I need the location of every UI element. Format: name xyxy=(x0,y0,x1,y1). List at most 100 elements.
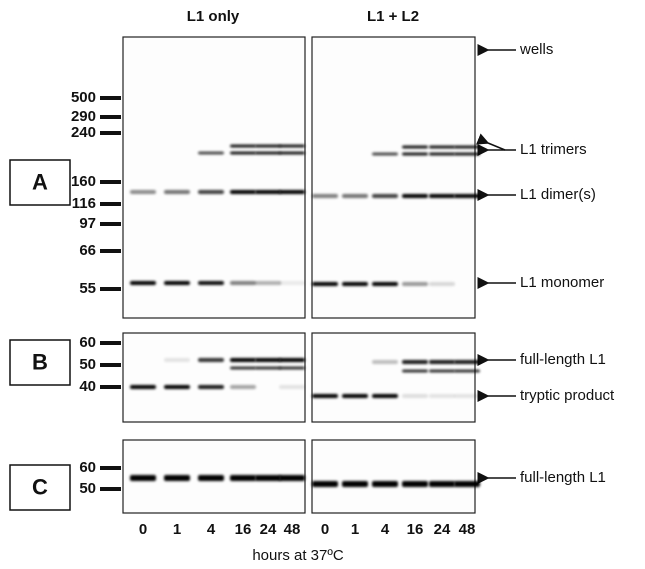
lane-label: 1 xyxy=(351,521,359,538)
band xyxy=(164,190,190,194)
lane-label: 0 xyxy=(139,521,147,538)
band xyxy=(454,369,480,373)
band xyxy=(130,475,156,481)
lane-label: 24 xyxy=(434,521,451,538)
annotation: tryptic product xyxy=(520,387,615,404)
marker-label: 40 xyxy=(79,378,96,395)
band xyxy=(279,358,305,362)
panel-label-box xyxy=(9,159,71,206)
band xyxy=(429,360,455,364)
annotation: L1 trimers xyxy=(520,141,587,158)
annotation: L1 dimer(s) xyxy=(520,186,596,203)
lane-label: 4 xyxy=(207,521,216,538)
band xyxy=(198,358,224,362)
band xyxy=(164,475,190,481)
band xyxy=(372,394,398,398)
lane-label: 48 xyxy=(459,521,476,538)
band xyxy=(429,194,455,198)
marker-label: 116 xyxy=(72,195,96,212)
band xyxy=(230,358,256,362)
band xyxy=(279,366,305,370)
band xyxy=(342,394,368,398)
band xyxy=(230,151,256,155)
band xyxy=(230,190,256,194)
band xyxy=(372,282,398,286)
marker-label: 500 xyxy=(71,89,96,106)
band xyxy=(230,281,256,285)
annotation: wells xyxy=(519,41,553,58)
marker-label: 60 xyxy=(79,459,96,476)
annotation: full-length L1 xyxy=(520,469,606,486)
band xyxy=(198,475,224,481)
x-label: hours at 37ºC xyxy=(252,547,344,564)
band xyxy=(454,394,480,398)
gel-b-right xyxy=(311,332,476,423)
band xyxy=(230,144,256,148)
band xyxy=(164,358,190,362)
band xyxy=(312,481,338,487)
panel-label: C xyxy=(32,474,48,499)
band xyxy=(255,358,281,362)
band xyxy=(279,190,305,194)
band xyxy=(402,152,428,156)
annotation: L1 monomer xyxy=(520,274,604,291)
lane-label: 24 xyxy=(260,521,277,538)
band xyxy=(230,385,256,389)
gel-b-left xyxy=(122,332,306,423)
band xyxy=(402,282,428,286)
band xyxy=(279,151,305,155)
band xyxy=(372,194,398,198)
band xyxy=(312,282,338,286)
marker-label: 55 xyxy=(79,280,96,297)
band xyxy=(454,145,480,149)
band xyxy=(164,281,190,285)
band xyxy=(198,151,224,155)
band xyxy=(402,360,428,364)
band xyxy=(454,194,480,198)
marker-label: 240 xyxy=(71,124,96,141)
marker-label: 66 xyxy=(79,242,96,259)
lane-label: 16 xyxy=(407,521,424,538)
lane-label: 1 xyxy=(173,521,181,538)
lane-label: 0 xyxy=(321,521,329,538)
band xyxy=(372,152,398,156)
band xyxy=(255,151,281,155)
gel-a-right xyxy=(311,36,476,319)
band xyxy=(402,145,428,149)
gels xyxy=(122,36,476,514)
band xyxy=(130,190,156,194)
panel-label-box xyxy=(9,464,71,511)
band xyxy=(342,282,368,286)
band xyxy=(198,385,224,389)
band xyxy=(372,481,398,487)
band xyxy=(279,144,305,148)
band xyxy=(372,360,398,364)
band xyxy=(454,481,480,487)
marker-label: 160 xyxy=(71,173,96,190)
band xyxy=(402,394,428,398)
band xyxy=(429,394,455,398)
band xyxy=(402,194,428,198)
band xyxy=(130,385,156,389)
lane-label: 16 xyxy=(235,521,252,538)
column-header: L1 + L2 xyxy=(367,8,419,25)
marker-label: 50 xyxy=(79,356,96,373)
panel-label-box xyxy=(9,339,71,386)
arrow xyxy=(476,133,506,151)
gel-c-right xyxy=(311,439,476,514)
band xyxy=(429,369,455,373)
band xyxy=(429,152,455,156)
band xyxy=(255,190,281,194)
band xyxy=(279,475,305,481)
marker-label: 60 xyxy=(79,334,96,351)
band xyxy=(255,281,281,285)
lane-label: 4 xyxy=(381,521,390,538)
panel-label: B xyxy=(32,349,48,374)
band xyxy=(255,144,281,148)
band xyxy=(164,385,190,389)
marker-label: 50 xyxy=(79,480,96,497)
band xyxy=(402,481,428,487)
band xyxy=(342,481,368,487)
band xyxy=(312,194,338,198)
